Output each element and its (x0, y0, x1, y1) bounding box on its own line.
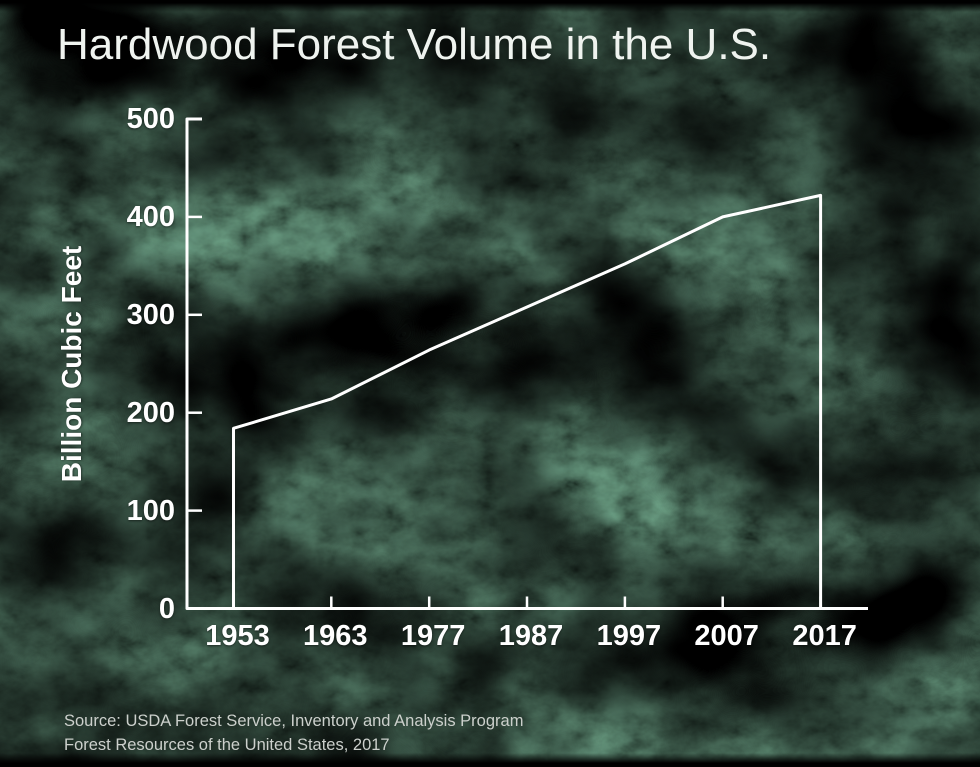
y-tick-label: 100 (126, 494, 175, 527)
y-tick-label: 500 (126, 103, 175, 135)
x-tick-label: 1963 (303, 619, 368, 652)
x-tick-label: 2017 (792, 619, 857, 652)
y-axis-label: Billion Cubic Feet (56, 245, 87, 483)
source-line-1: Source: USDA Forest Service, Inventory a… (64, 712, 524, 730)
source-line-2: Forest Resources of the United States, 2… (64, 735, 390, 754)
x-tick-label: 1997 (596, 619, 662, 652)
x-tick-label: 1977 (400, 619, 466, 652)
y-tick-label: 300 (126, 298, 175, 331)
x-tick-label: 1953 (205, 619, 270, 652)
x-tick-label: 1987 (498, 619, 564, 652)
y-tick-label: 400 (126, 200, 175, 233)
y-tick-label: 0 (158, 592, 175, 625)
source-attribution: Source: USDA Forest Service, Inventory a… (64, 710, 523, 758)
y-tick-label: 200 (126, 396, 175, 429)
page-title: Hardwood Forest Volume in the U.S. (57, 20, 772, 69)
x-tick-label: 2007 (694, 619, 759, 652)
